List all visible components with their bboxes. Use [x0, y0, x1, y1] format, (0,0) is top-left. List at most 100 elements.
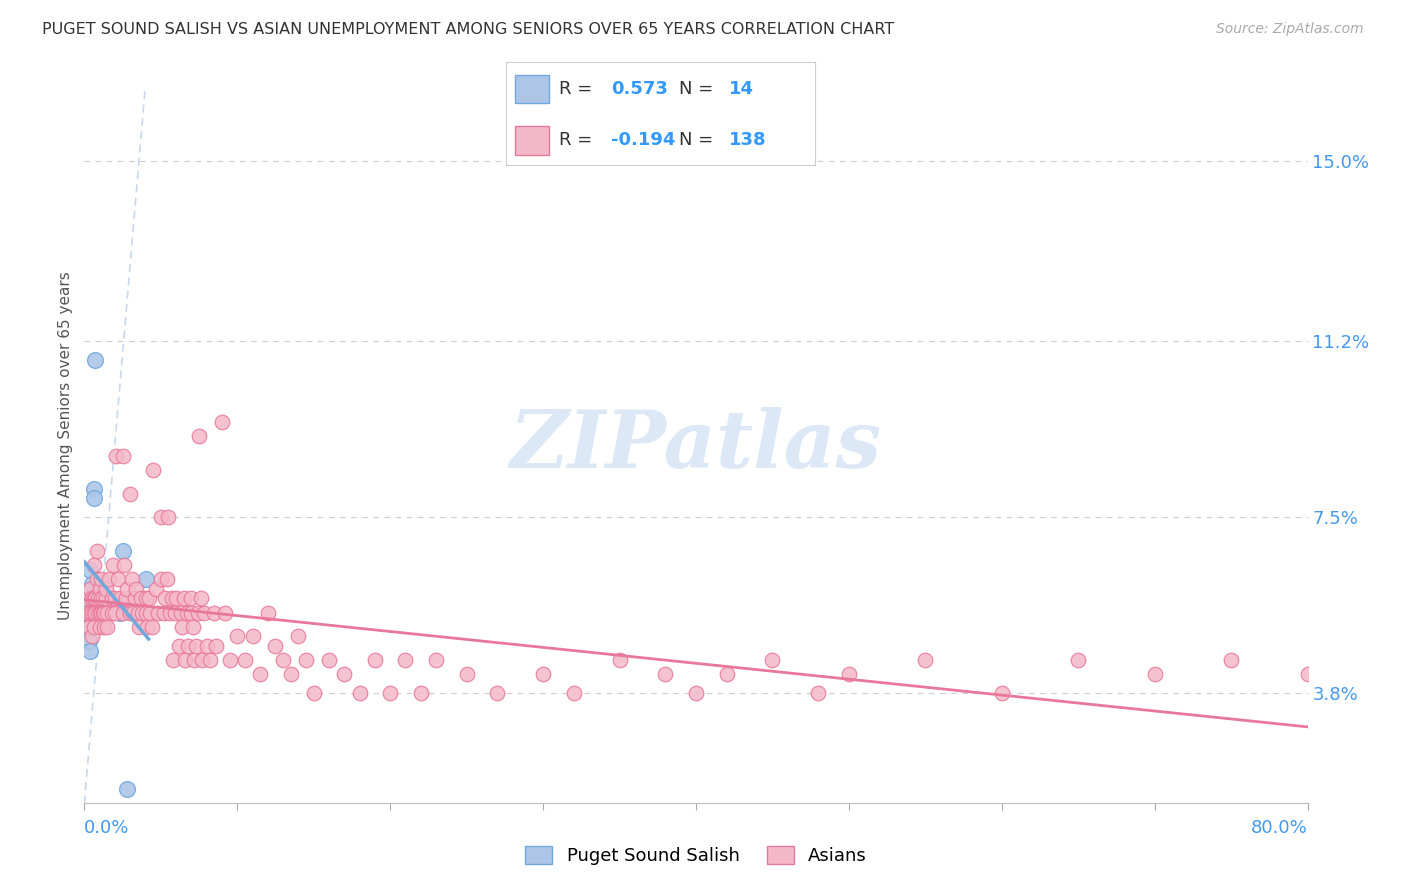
Point — [122, 606, 145, 620]
Point — [135, 572, 157, 586]
Point — [90, 606, 112, 620]
Point — [156, 572, 179, 586]
Text: 80.0%: 80.0% — [1251, 820, 1308, 838]
Point — [87, 606, 110, 620]
Point — [149, 510, 172, 524]
FancyBboxPatch shape — [516, 75, 550, 103]
Point — [79, 582, 101, 596]
Point — [108, 591, 131, 606]
Point — [89, 582, 111, 596]
Text: N =: N = — [679, 131, 720, 149]
Point — [142, 463, 165, 477]
Point — [79, 606, 101, 620]
Point — [1296, 667, 1319, 681]
Point — [202, 606, 225, 620]
Point — [218, 653, 240, 667]
Point — [186, 606, 208, 620]
Point — [1143, 667, 1166, 681]
Point — [280, 667, 302, 681]
Point — [838, 667, 860, 681]
Point — [129, 591, 152, 606]
Text: PUGET SOUND SALISH VS ASIAN UNEMPLOYMENT AMONG SENIORS OVER 65 YEARS CORRELATION: PUGET SOUND SALISH VS ASIAN UNEMPLOYMENT… — [42, 22, 894, 37]
Point — [103, 558, 125, 572]
Point — [135, 591, 157, 606]
Point — [188, 429, 211, 443]
Point — [153, 606, 176, 620]
Point — [124, 591, 146, 606]
Point — [83, 482, 105, 496]
Point — [155, 591, 177, 606]
Point — [139, 606, 162, 620]
Point — [1067, 653, 1090, 667]
Point — [318, 653, 340, 667]
Text: 14: 14 — [728, 80, 754, 98]
Point — [138, 591, 160, 606]
Point — [242, 629, 264, 643]
Point — [111, 543, 134, 558]
Point — [364, 653, 387, 667]
Point — [349, 686, 371, 700]
Point — [183, 653, 205, 667]
Point — [302, 686, 325, 700]
Point — [180, 591, 202, 606]
Point — [214, 606, 236, 620]
Point — [111, 606, 134, 620]
Point — [93, 620, 115, 634]
Point — [120, 486, 142, 500]
Point — [264, 639, 287, 653]
FancyBboxPatch shape — [516, 126, 550, 155]
Point — [716, 667, 738, 681]
Y-axis label: Unemployment Among Seniors over 65 years: Unemployment Among Seniors over 65 years — [58, 272, 73, 620]
Point — [84, 606, 107, 620]
Point — [77, 591, 100, 606]
Point — [685, 686, 707, 700]
Point — [77, 620, 100, 634]
Point — [83, 606, 105, 620]
Point — [77, 620, 100, 634]
Point — [409, 686, 432, 700]
Point — [177, 639, 200, 653]
Point — [163, 606, 186, 620]
Point — [97, 572, 120, 586]
Point — [83, 558, 105, 572]
Point — [146, 606, 169, 620]
Point — [181, 620, 204, 634]
Point — [198, 653, 221, 667]
Point — [211, 415, 233, 429]
Point — [77, 634, 100, 648]
Point — [159, 606, 181, 620]
Point — [83, 591, 105, 606]
Point — [295, 653, 318, 667]
Point — [108, 606, 131, 620]
Text: R =: R = — [558, 80, 598, 98]
Point — [87, 591, 110, 606]
Point — [104, 591, 127, 606]
Point — [120, 606, 142, 620]
Point — [91, 606, 114, 620]
Point — [141, 620, 163, 634]
Point — [94, 591, 117, 606]
Text: 138: 138 — [728, 131, 766, 149]
Point — [807, 686, 830, 700]
Point — [84, 591, 107, 606]
Point — [914, 653, 936, 667]
Point — [1220, 653, 1243, 667]
Point — [609, 653, 631, 667]
Point — [76, 606, 98, 620]
Point — [486, 686, 509, 700]
Point — [456, 667, 478, 681]
Point — [380, 686, 402, 700]
Point — [96, 606, 118, 620]
Point — [96, 620, 118, 634]
Point — [271, 653, 294, 667]
Point — [170, 606, 193, 620]
Point — [531, 667, 554, 681]
Point — [111, 449, 134, 463]
Point — [287, 629, 309, 643]
Text: ZIPatlas: ZIPatlas — [510, 408, 882, 484]
Point — [184, 639, 207, 653]
Point — [167, 639, 190, 653]
Point — [105, 449, 128, 463]
Point — [127, 606, 149, 620]
Point — [249, 667, 271, 681]
